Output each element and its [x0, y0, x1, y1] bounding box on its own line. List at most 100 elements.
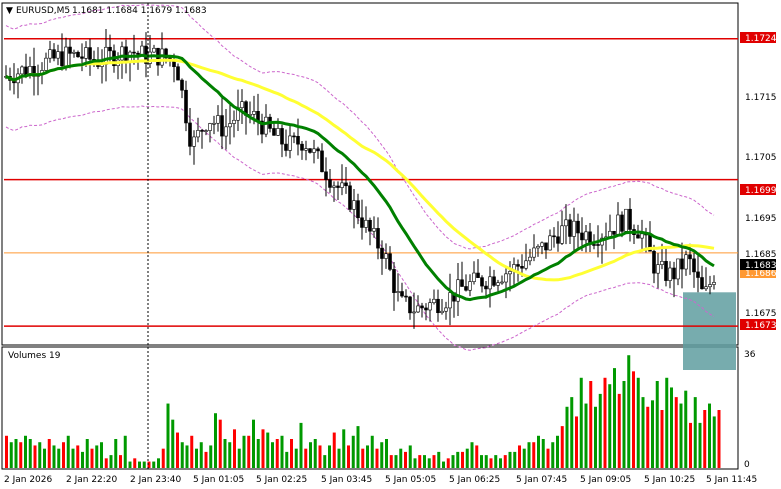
candle-body [328, 179, 332, 188]
candle-body [396, 291, 400, 293]
price-tick: 1.1685 [745, 250, 777, 260]
candle-body [596, 244, 600, 246]
volume-bar [693, 397, 697, 468]
time-tick: 5 Jan 11:45 [706, 475, 757, 485]
candle-body [496, 282, 500, 286]
candle-body [420, 305, 424, 309]
candle-body [216, 115, 220, 124]
volume-bar [546, 448, 550, 468]
candle-body [432, 298, 436, 304]
candle-body [436, 298, 440, 314]
volume-bar [290, 439, 293, 468]
volume-bar [613, 368, 616, 468]
volume-bar [123, 435, 127, 468]
volume-bar [432, 455, 436, 468]
candle-body [540, 242, 544, 247]
volume-bar [494, 455, 498, 468]
candle-body [352, 200, 356, 210]
volume-bar [171, 419, 175, 468]
volume-bar [5, 435, 8, 468]
volume-bar [252, 419, 255, 468]
candle-body [688, 254, 692, 260]
volume-bar [708, 403, 711, 468]
volume-bar [423, 455, 426, 468]
candle-body [448, 292, 452, 309]
level-tag-bg [740, 32, 776, 43]
volume-bar [285, 451, 289, 468]
candle-body [532, 247, 536, 258]
volume-bar [508, 451, 512, 468]
candle-body [484, 285, 488, 290]
candle-body [476, 272, 480, 278]
candle-body [164, 48, 168, 59]
volume-bar [380, 442, 384, 468]
volume-bar [33, 445, 37, 468]
envelope-bands [5, 4, 715, 351]
volume-bar [299, 422, 303, 468]
volume-bar [461, 451, 464, 468]
candle-body [252, 111, 256, 115]
candle-body [456, 279, 460, 302]
candle-body [468, 281, 472, 291]
candle-body [680, 258, 684, 270]
volume-bar [598, 393, 602, 468]
volume-bar [404, 451, 407, 468]
candle-body [204, 130, 208, 132]
time-tick: 2 Jan 2026 [4, 475, 52, 485]
candle-body [284, 143, 288, 151]
volume-bar [351, 435, 355, 468]
candle-body [312, 148, 316, 153]
volume-bar [370, 435, 374, 468]
slow-ma-line [5, 58, 715, 282]
candle-body [308, 148, 312, 153]
volume-bar [256, 439, 260, 468]
volume-bar [541, 439, 545, 468]
candle-body [404, 295, 408, 298]
volume-bar [627, 355, 631, 468]
candle-body [192, 136, 196, 147]
candle-body [280, 128, 284, 145]
candle-body [556, 236, 560, 244]
volume-bar [9, 442, 13, 468]
volume-bar [418, 455, 422, 468]
level-tag-bg [740, 267, 776, 278]
volume-bar [632, 371, 635, 468]
candle-body [232, 119, 236, 124]
candle-body [584, 231, 588, 241]
volume-bar [579, 377, 583, 468]
candle-body [148, 51, 152, 64]
candle-body [152, 47, 156, 53]
candle-body [464, 286, 468, 291]
candle-body [24, 66, 28, 76]
candle-body [712, 282, 716, 285]
level-lines [4, 38, 738, 327]
volume-bar [275, 439, 279, 468]
candle-body [440, 310, 444, 314]
volume-bar [109, 455, 113, 468]
level-tag-bg [740, 184, 776, 195]
volume-bar [646, 406, 650, 468]
volume-bar [66, 435, 70, 468]
volume-bar [233, 429, 236, 468]
candle-body [184, 89, 188, 124]
candle-body [620, 214, 624, 232]
price-tick: 1.1675 [745, 309, 777, 319]
volume-bar [62, 442, 65, 468]
candle-body [560, 225, 564, 244]
volume-bar [180, 442, 184, 468]
volume-bar [128, 461, 132, 468]
volume-bar [38, 442, 42, 468]
volume-bar [470, 442, 474, 468]
volume-bar [570, 397, 574, 468]
candle-body [304, 148, 308, 151]
candle-body [56, 51, 60, 59]
candle-body [700, 277, 704, 290]
candle-body [392, 269, 396, 293]
volume-bar [446, 458, 450, 468]
time-tick: 5 Jan 05:05 [385, 475, 436, 485]
volume-bar [503, 455, 507, 468]
time-tick: 5 Jan 03:45 [321, 475, 372, 485]
volume-bar [242, 435, 246, 468]
volume-bar [14, 439, 18, 468]
